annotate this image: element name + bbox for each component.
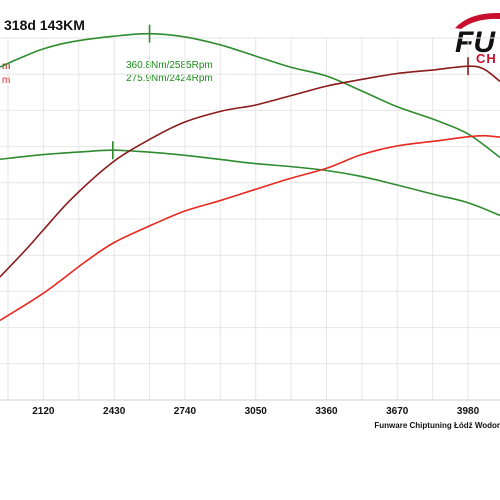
- chart-title: 318d 143KM: [4, 17, 85, 33]
- x-tick-label: 2120: [32, 406, 55, 417]
- x-tick-label: 3980: [457, 406, 480, 417]
- series-line-power-stock: [0, 134, 500, 322]
- x-tick-label: 2430: [103, 406, 126, 417]
- series-line-torque-stock: [0, 149, 500, 217]
- series-line-torque-tuned: [0, 32, 500, 159]
- legend-fragment-2: m: [2, 75, 10, 86]
- logo-text-small: CH: [476, 51, 497, 66]
- annotation-peak-torque-tuned: 360.8Nm/2585Rpm: [126, 60, 213, 71]
- logo-swoosh: [455, 12, 500, 29]
- series-line-power-tuned: [0, 65, 500, 278]
- brand-logo: FU CH: [455, 12, 500, 66]
- chart-credit: Funware Chiptuning Łódź Wodor: [374, 421, 500, 430]
- x-tick-label: 3360: [315, 406, 338, 417]
- logo-text-large: FU: [455, 26, 496, 59]
- x-tick-label: 3050: [245, 406, 268, 417]
- annotation-peak-torque-stock: 275.9Nm/2424Rpm: [126, 73, 213, 84]
- plot-area: 2120 2430 2740 3050 3360 3670 3980: [0, 24, 500, 417]
- legend-fragment-1: m: [2, 61, 10, 72]
- x-tick-label: 2740: [174, 406, 197, 417]
- x-tick-label: 3670: [386, 406, 409, 417]
